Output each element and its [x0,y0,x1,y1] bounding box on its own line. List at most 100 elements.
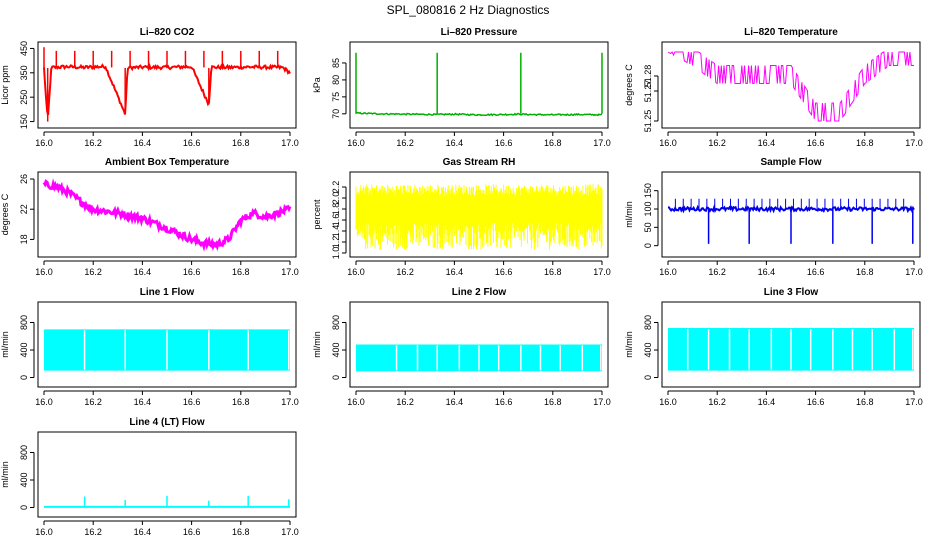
x-tick-label: 16.0 [659,397,677,407]
x-tick-label: 17.0 [281,267,299,277]
x-tick-label: 16.4 [134,397,152,407]
y-axis-label: Licor ppm [0,65,10,105]
x-tick-label: 16.2 [84,138,102,148]
x-tick-label: 16.2 [84,397,102,407]
y-tick-label: 80 [331,75,341,85]
x-tick-label: 16.6 [495,397,513,407]
data-series [356,344,602,372]
x-tick-label: 17.0 [593,397,611,407]
y-tick-label: 400 [331,342,341,357]
plot-frame [349,301,609,388]
data-series [44,329,290,371]
y-tick-label: 0 [19,375,29,380]
panel-title: Sample Flow [760,157,821,168]
plot-frame [661,301,921,388]
x-tick-label: 16.6 [183,267,201,277]
plot-frame [37,171,297,258]
y-tick-label: 22 [19,204,29,214]
panel-co2: Li–820 CO2 Licor ppm 16.0 16.2 16.4 16.6 16.8 1… [0,27,299,148]
data-series [667,198,915,244]
y-tick-label: 400 [643,342,653,357]
y-axis-label: percent [312,199,322,230]
x-tick-label: 16.6 [807,397,825,407]
temperature-line [667,51,914,122]
y-tick-label: 800 [331,315,341,330]
x-tick-label: 16.0 [347,267,365,277]
data-series [355,52,603,117]
y-axis-label: ml/min [312,331,322,358]
x-tick-label: 16.0 [659,138,677,148]
x-tick-label: 16.2 [84,527,102,537]
x-tick-label: 16.8 [232,138,250,148]
y-axis-label: degrees C [0,193,10,235]
y-tick-label: 350 [19,65,29,80]
panel-title: Line 4 (LT) Flow [129,417,205,428]
x-tick-label: 16.6 [183,527,201,537]
x-tick-label: 16.2 [396,138,414,148]
x-tick-label: 16.4 [134,267,152,277]
y-tick-label: 2.2 [331,181,341,194]
plot-frame [37,41,297,129]
y-tick-label: 400 [19,342,29,357]
data-series [355,184,603,251]
y-tick-label: 150 [643,183,653,198]
x-tick-label: 16.2 [708,138,726,148]
x-tick-label: 16.6 [807,138,825,148]
x-tick-label: 16.8 [544,138,562,148]
panel-line1: Line 1 Flow ml/min 16.0 16.2 16.4 16.6 16.8 17.… [0,287,299,407]
x-tick-label: 16.6 [495,138,513,148]
panel-title: Li–820 CO2 [140,27,195,38]
data-series [43,47,291,122]
x-tick-label: 17.0 [905,138,923,148]
x-tick-label: 16.0 [35,397,53,407]
y-tick-label: 2.0 [331,192,341,205]
y-tick-label: 26 [19,174,29,184]
x-tick-label: 17.0 [281,527,299,537]
panel-title: Li–820 Temperature [744,27,838,38]
plot-frame [349,41,609,129]
co2-line [43,62,291,116]
data-series [668,328,914,371]
plot-frame [661,41,921,129]
rh-band [355,184,603,251]
y-tick-label: 70 [331,109,341,119]
panel-title: Li–820 Pressure [441,27,518,38]
x-tick-label: 17.0 [593,138,611,148]
panel-line4: Line 4 (LT) Flow ml/min 16.0 16.2 16.4 16.6 16… [0,417,299,537]
y-tick-label: 1.8 [331,203,341,216]
x-tick-label: 16.8 [232,267,250,277]
x-tick-label: 16.4 [446,397,464,407]
y-tick-label: 50 [643,222,653,232]
x-tick-label: 17.0 [281,397,299,407]
y-tick-label: 0 [19,505,29,510]
x-tick-label: 16.4 [758,138,776,148]
plot-frame [37,301,297,388]
y-axis-label: ml/min [624,201,634,228]
plot-frame [37,431,297,518]
x-tick-label: 16.0 [347,138,365,148]
y-tick-label: 150 [19,114,29,129]
x-tick-label: 17.0 [905,397,923,407]
panel-pressure: Li–820 Pressure kPa 16.0 16.2 16.4 16.6 16.8 17… [312,27,611,148]
panel-title: Gas Stream RH [443,157,516,168]
panel-title: Line 3 Flow [764,287,819,298]
x-tick-label: 16.0 [659,267,677,277]
panel-title: Line 2 Flow [452,287,507,298]
data-series [667,51,914,122]
y-tick-label: 400 [19,472,29,487]
pressure-line [355,111,602,117]
x-tick-label: 16.8 [544,267,562,277]
panel-line2: Line 2 Flow ml/min 16.0 16.2 16.4 16.6 16.8 17.… [312,287,611,407]
x-tick-label: 16.0 [35,267,53,277]
panel-ambient: Ambient Box Temperature degrees C 16.0 16.2… [0,157,299,277]
x-tick-label: 16.2 [708,267,726,277]
x-tick-label: 16.0 [35,527,53,537]
figure-title: SPL_080816 2 Hz Diagnostics [387,3,550,17]
y-tick-label: 800 [19,315,29,330]
panel-rh: Gas Stream RH percent 16.0 16.2 16.4 16.6 16.8… [312,157,611,277]
y-axis-label: ml/min [0,461,10,488]
y-axis-label: kPa [312,77,322,93]
plot-frame [661,171,921,258]
x-tick-label: 17.0 [281,138,299,148]
